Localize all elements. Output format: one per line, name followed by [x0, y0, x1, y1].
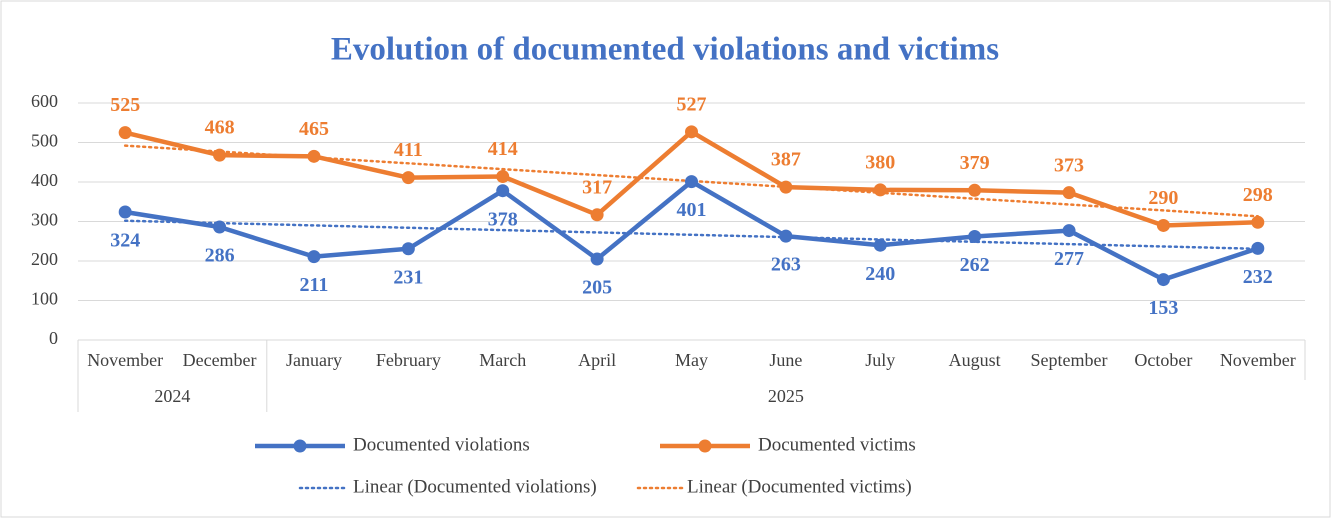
x-group-label: 2025: [768, 386, 804, 406]
y-tick-label: 100: [31, 289, 58, 309]
data-label: 465: [299, 118, 329, 140]
legend-marker: [293, 439, 307, 453]
data-point: [118, 126, 132, 140]
data-point: [401, 171, 415, 185]
data-point: [401, 242, 415, 256]
chart-title: Evolution of documented violations and v…: [331, 32, 999, 68]
data-point: [1062, 186, 1076, 200]
data-label: 153: [1148, 297, 1178, 319]
y-tick-label: 200: [31, 249, 58, 269]
x-tick-label: March: [479, 350, 526, 370]
x-tick-label: May: [675, 350, 708, 370]
data-label: 298: [1243, 184, 1273, 206]
data-label: 211: [300, 274, 329, 296]
data-label: 324: [110, 230, 140, 252]
data-label: 205: [582, 277, 612, 299]
data-label: 414: [488, 138, 518, 160]
data-point: [307, 149, 321, 163]
x-tick-label: June: [769, 350, 802, 370]
data-label: 401: [677, 199, 707, 221]
x-tick-label: April: [578, 350, 616, 370]
data-label: 263: [771, 254, 801, 276]
data-point: [1251, 215, 1265, 229]
data-label: 240: [865, 263, 895, 285]
data-label: 286: [205, 245, 235, 267]
data-point: [685, 125, 698, 139]
x-tick-label: August: [949, 350, 1001, 370]
data-label: 379: [960, 152, 990, 174]
data-label: 387: [771, 149, 801, 171]
data-point: [1251, 241, 1265, 255]
data-label: 380: [865, 151, 895, 173]
data-point: [496, 184, 510, 198]
x-tick-label: September: [1031, 350, 1108, 370]
data-point: [779, 180, 793, 194]
data-point: [685, 175, 698, 189]
data-label: 277: [1054, 248, 1084, 270]
data-point: [213, 220, 227, 234]
data-point: [873, 183, 887, 197]
data-label: 411: [394, 139, 423, 161]
data-label: 468: [205, 117, 235, 139]
y-tick-label: 600: [31, 91, 58, 111]
x-group-label: 2024: [154, 386, 190, 406]
x-tick-label: November: [1220, 350, 1296, 370]
legend-label: Linear (Documented violations): [353, 476, 597, 497]
data-point: [779, 229, 793, 243]
data-point: [307, 250, 321, 264]
data-point: [118, 205, 132, 219]
y-tick-label: 500: [31, 131, 58, 151]
data-label: 232: [1243, 266, 1273, 288]
data-point: [1062, 224, 1076, 238]
legend-label: Documented violations: [353, 434, 530, 455]
data-label: 290: [1148, 187, 1178, 209]
x-tick-label: January: [286, 350, 342, 370]
legend-label: Linear (Documented victims): [687, 476, 912, 497]
data-point: [496, 169, 510, 183]
data-label: 525: [110, 94, 140, 116]
legend-label: Documented victims: [758, 434, 916, 455]
y-tick-label: 400: [31, 170, 58, 190]
data-point: [590, 208, 604, 222]
data-label: 373: [1054, 154, 1084, 176]
data-point: [968, 230, 982, 244]
legend-marker: [698, 439, 712, 453]
data-label: 378: [488, 208, 518, 230]
data-point: [1156, 273, 1170, 287]
x-tick-label: February: [376, 350, 441, 370]
x-tick-label: October: [1134, 350, 1192, 370]
data-point: [968, 183, 982, 197]
data-label: 231: [393, 266, 423, 288]
data-point: [590, 252, 604, 266]
x-tick-label: November: [87, 350, 163, 370]
x-tick-label: July: [865, 350, 895, 370]
x-tick-label: December: [183, 350, 257, 370]
data-label: 317: [582, 176, 612, 198]
data-point: [873, 238, 887, 252]
y-tick-label: 0: [49, 328, 58, 348]
data-point: [1156, 218, 1170, 232]
y-tick-label: 300: [31, 210, 58, 230]
trendline: [123, 219, 1260, 251]
data-label: 262: [960, 254, 990, 276]
data-point: [213, 148, 227, 162]
data-label: 527: [677, 93, 707, 115]
